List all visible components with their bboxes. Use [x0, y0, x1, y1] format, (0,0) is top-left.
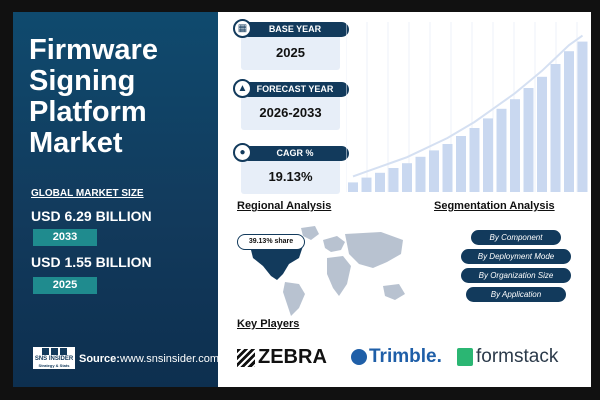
growth-bar — [510, 99, 520, 192]
map-australia — [383, 284, 405, 300]
growth-bar — [415, 156, 426, 192]
key-players-title: Key Players — [237, 318, 300, 330]
segment-by-deployment-mode: By Deployment Mode — [461, 249, 571, 264]
calendar-icon: ▦ — [233, 19, 252, 38]
growth-bar — [537, 76, 547, 192]
growth-bar — [523, 88, 534, 192]
trimble-logo: Trimble. — [351, 346, 442, 368]
market-size-label: GLOBAL MARKET SIZE — [31, 188, 144, 199]
map-greenland — [301, 226, 319, 240]
left-panel: Firmware Signing Platform Market GLOBAL … — [13, 12, 219, 387]
sns-insider-logo: SNS INSIDER Strategy & Stats — [33, 347, 75, 369]
chart-icon: ▲ — [233, 79, 252, 98]
logo-subtext: Strategy & Stats — [38, 363, 70, 368]
coins-icon: ● — [233, 143, 252, 162]
growth-bar — [375, 172, 385, 192]
growth-bar — [550, 64, 561, 192]
growth-bar — [429, 150, 439, 192]
growth-bar — [564, 51, 574, 193]
growth-chart — [346, 22, 588, 193]
report-title: Firmware Signing Platform Market — [29, 35, 214, 159]
cagr-label: CAGR % — [241, 146, 349, 161]
cagr-value: 19.13% — [268, 169, 313, 184]
growth-bar — [469, 128, 480, 192]
base-year-label: BASE YEAR — [241, 22, 349, 37]
year-pill-2025: 2025 — [33, 277, 97, 294]
zebra-logo: ZEBRA — [237, 346, 327, 369]
growth-bar — [442, 144, 453, 192]
trimble-icon — [351, 348, 367, 365]
growth-bar — [361, 177, 372, 192]
segmentation-analysis-title: Segmentation Analysis — [434, 200, 555, 212]
title-line-3: Platform — [29, 96, 147, 128]
forecast-year-label: FORECAST YEAR — [241, 82, 349, 97]
zebra-icon — [237, 348, 255, 367]
map-south-america — [283, 282, 305, 316]
source-label: Source: — [79, 353, 120, 365]
growth-bar — [388, 168, 399, 192]
base-year-card: BASE YEAR ▦ 2025 — [233, 19, 349, 70]
segment-by-organization-size: By Organization Size — [461, 268, 571, 283]
title-line-4: Market — [29, 127, 123, 159]
title-line-1: Firmware — [29, 34, 158, 66]
logo-icon — [33, 348, 75, 355]
title-line-2: Signing — [29, 65, 136, 97]
logo-text: SNS INSIDER — [34, 356, 74, 362]
growth-bar — [496, 108, 507, 192]
map-asia — [345, 232, 403, 268]
formstack-icon — [457, 347, 473, 366]
base-year-value: 2025 — [276, 45, 305, 60]
cagr-card: CAGR % ● 19.13% — [233, 143, 349, 194]
segment-by-component: By Component — [471, 230, 561, 245]
trimble-name: Trimble. — [369, 346, 442, 367]
forecast-year-card: FORECAST YEAR ▲ 2026-2033 — [233, 79, 349, 130]
zebra-name: ZEBRA — [258, 346, 327, 368]
forecast-year-value: 2026-2033 — [259, 105, 322, 120]
infographic: Firmware Signing Platform Market GLOBAL … — [13, 12, 591, 387]
source-line: Source:www.snsinsider.com — [79, 353, 219, 365]
growth-bar — [483, 118, 493, 192]
region-share-badge: 39.13% share — [237, 234, 305, 250]
formstack-name: formstack — [476, 346, 559, 367]
growth-bar — [402, 163, 412, 192]
segment-by-application: By Application — [466, 287, 566, 302]
formstack-logo: formstack — [457, 346, 558, 368]
year-pill-2033: 2033 — [33, 229, 97, 246]
market-value-2033: USD 6.29 BILLION — [31, 208, 152, 224]
growth-bar — [348, 182, 358, 192]
regional-analysis-title: Regional Analysis — [237, 200, 332, 212]
trend-line — [352, 34, 584, 178]
map-europe — [323, 236, 345, 252]
growth-bar — [577, 41, 588, 192]
market-value-2025: USD 1.55 BILLION — [31, 254, 152, 270]
growth-bar — [456, 136, 466, 192]
source-url[interactable]: www.snsinsider.com — [119, 353, 220, 365]
map-africa — [327, 256, 351, 296]
